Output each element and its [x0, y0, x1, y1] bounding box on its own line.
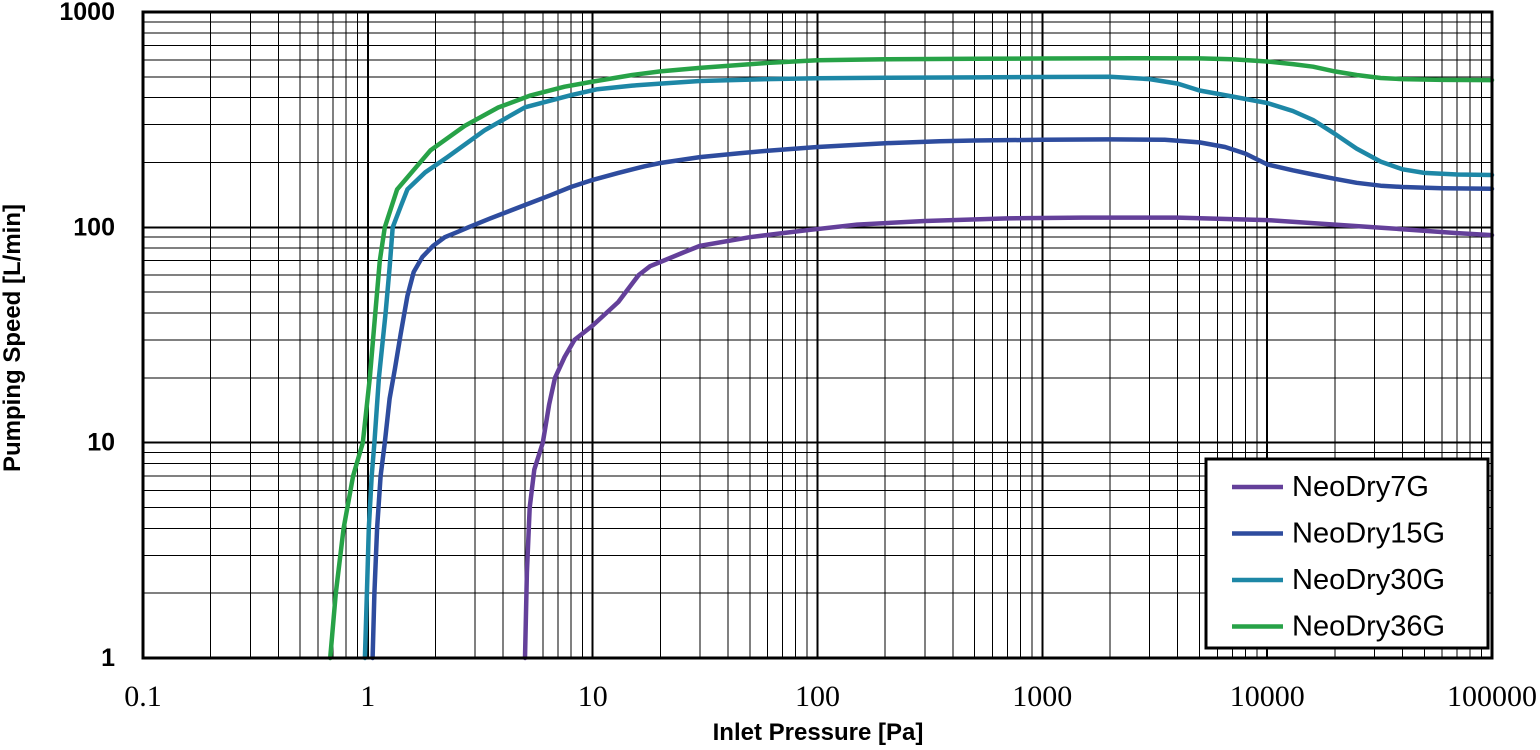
- y-axis-title: Pumping Speed [L/min]: [0, 204, 26, 472]
- legend-label-neodry36g: NeoDry36G: [1292, 611, 1445, 643]
- y-tick-label: 1: [101, 644, 115, 672]
- y-tick-label: 10: [87, 429, 115, 457]
- curve-neodry30g: [362, 74, 1495, 661]
- x-tick-label: 0.1: [124, 680, 162, 713]
- x-tick-label: 10000: [1230, 680, 1305, 713]
- curve-neodry36g: [327, 55, 1495, 661]
- legend-label-neodry30g: NeoDry30G: [1292, 564, 1445, 596]
- x-tick-label: 100: [795, 680, 840, 713]
- x-tick-label: 1: [360, 680, 375, 713]
- x-axis-title: Inlet Pressure [Pa]: [713, 719, 924, 746]
- y-tick-label: 100: [73, 213, 115, 241]
- y-tick-label: 1000: [59, 0, 115, 26]
- legend: NeoDry7G NeoDry15G NeoDry30G NeoDry36G: [1204, 457, 1490, 650]
- curve-neodry7g: [522, 215, 1495, 661]
- curve-neodry15g: [370, 137, 1495, 661]
- x-tick-label: 10: [578, 680, 608, 713]
- curves: [327, 55, 1495, 661]
- legend-label-neodry15g: NeoDry15G: [1292, 518, 1445, 550]
- y-tick-labels: 1 10 100 1000: [59, 0, 115, 672]
- x-tick-label: 1000: [1012, 680, 1072, 713]
- x-tick-label: 100000: [1447, 680, 1537, 713]
- legend-entries: NeoDry7G NeoDry15G NeoDry30G NeoDry36G: [1232, 471, 1445, 643]
- plot-border: [141, 10, 1494, 660]
- legend-box: [1204, 457, 1490, 650]
- legend-label-neodry7g: NeoDry7G: [1292, 471, 1429, 503]
- x-tick-labels: 0.1 1 10 100 1000 10000 100000: [124, 680, 1537, 713]
